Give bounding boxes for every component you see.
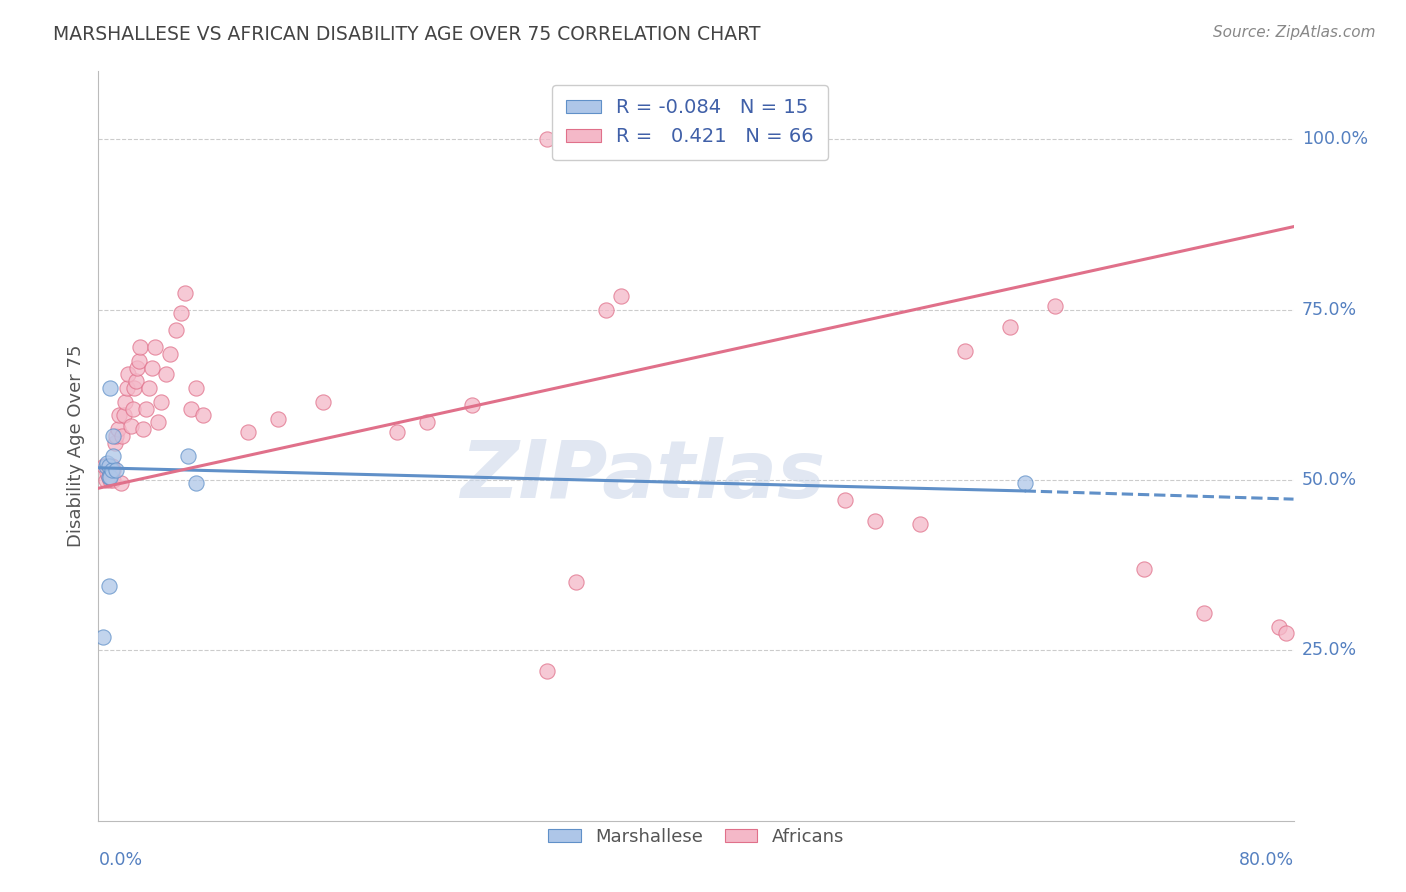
Legend: Marshallese, Africans: Marshallese, Africans: [541, 821, 851, 853]
Point: [91, 630, 114, 644]
Point: [117, 368, 139, 382]
Point: [311, 394, 333, 409]
Point: [143, 340, 166, 354]
Point: [536, 664, 558, 678]
Point: [416, 415, 439, 429]
Point: [104, 435, 127, 450]
Point: [565, 132, 588, 146]
Point: [97, 459, 120, 474]
Point: [127, 360, 149, 375]
Point: [98, 459, 122, 474]
Point: [110, 476, 132, 491]
Point: [834, 493, 856, 508]
Point: [180, 401, 202, 416]
Point: [129, 340, 152, 354]
Point: [98, 469, 122, 483]
Point: [461, 398, 484, 412]
Point: [107, 422, 129, 436]
Point: [1133, 561, 1156, 575]
Point: [105, 429, 128, 443]
Point: [150, 394, 173, 409]
Point: [94, 459, 117, 474]
Point: [114, 394, 136, 409]
Point: [1275, 626, 1298, 640]
Point: [96, 456, 118, 470]
Point: [1043, 299, 1066, 313]
Text: 80.0%: 80.0%: [1239, 851, 1294, 869]
Point: [103, 473, 125, 487]
Point: [159, 347, 181, 361]
Point: [112, 409, 135, 423]
Point: [998, 319, 1021, 334]
Point: [96, 467, 118, 481]
Point: [865, 514, 887, 528]
Point: [93, 459, 115, 474]
Point: [121, 401, 143, 416]
Point: [1014, 476, 1036, 491]
Point: [97, 579, 120, 593]
Point: [125, 374, 148, 388]
Point: [103, 429, 125, 443]
Point: [111, 429, 134, 443]
Point: [98, 381, 122, 395]
Point: [565, 575, 588, 590]
Point: [536, 132, 558, 146]
Point: [908, 517, 931, 532]
Point: [236, 425, 259, 440]
Point: [108, 409, 131, 423]
Point: [191, 409, 214, 423]
Point: [1192, 606, 1215, 620]
Text: 50.0%: 50.0%: [1302, 471, 1357, 489]
Point: [135, 401, 157, 416]
Point: [141, 360, 163, 375]
Point: [128, 354, 150, 368]
Point: [97, 469, 120, 483]
Point: [148, 415, 170, 429]
Point: [155, 368, 177, 382]
Point: [101, 469, 124, 483]
Point: [101, 463, 124, 477]
Point: [124, 381, 146, 395]
Point: [177, 449, 200, 463]
Text: 0.0%: 0.0%: [98, 851, 142, 869]
Point: [267, 411, 290, 425]
Point: [103, 463, 125, 477]
Text: MARSHALLESE VS AFRICAN DISABILITY AGE OVER 75 CORRELATION CHART: MARSHALLESE VS AFRICAN DISABILITY AGE OV…: [53, 25, 761, 44]
Point: [98, 473, 122, 487]
Point: [174, 285, 197, 300]
Text: 25.0%: 25.0%: [1302, 641, 1357, 659]
Point: [105, 463, 128, 477]
Text: 75.0%: 75.0%: [1302, 301, 1357, 318]
Point: [115, 381, 138, 395]
Text: ZIPatlas: ZIPatlas: [460, 437, 825, 515]
Point: [94, 473, 117, 487]
Point: [953, 343, 976, 358]
Point: [138, 381, 160, 395]
Point: [184, 381, 207, 395]
Text: 100.0%: 100.0%: [1302, 130, 1368, 148]
Point: [165, 323, 187, 337]
Point: [97, 463, 120, 477]
Point: [1267, 619, 1289, 633]
Point: [184, 476, 207, 491]
Point: [595, 302, 617, 317]
Point: [385, 425, 409, 440]
Point: [610, 289, 633, 303]
Point: [101, 459, 124, 474]
Point: [132, 422, 155, 436]
Y-axis label: Disability Age Over 75: Disability Age Over 75: [66, 344, 84, 548]
Point: [120, 418, 142, 433]
Point: [97, 469, 120, 483]
Point: [98, 467, 122, 481]
Text: Source: ZipAtlas.com: Source: ZipAtlas.com: [1212, 25, 1375, 40]
Point: [169, 306, 191, 320]
Point: [103, 449, 125, 463]
